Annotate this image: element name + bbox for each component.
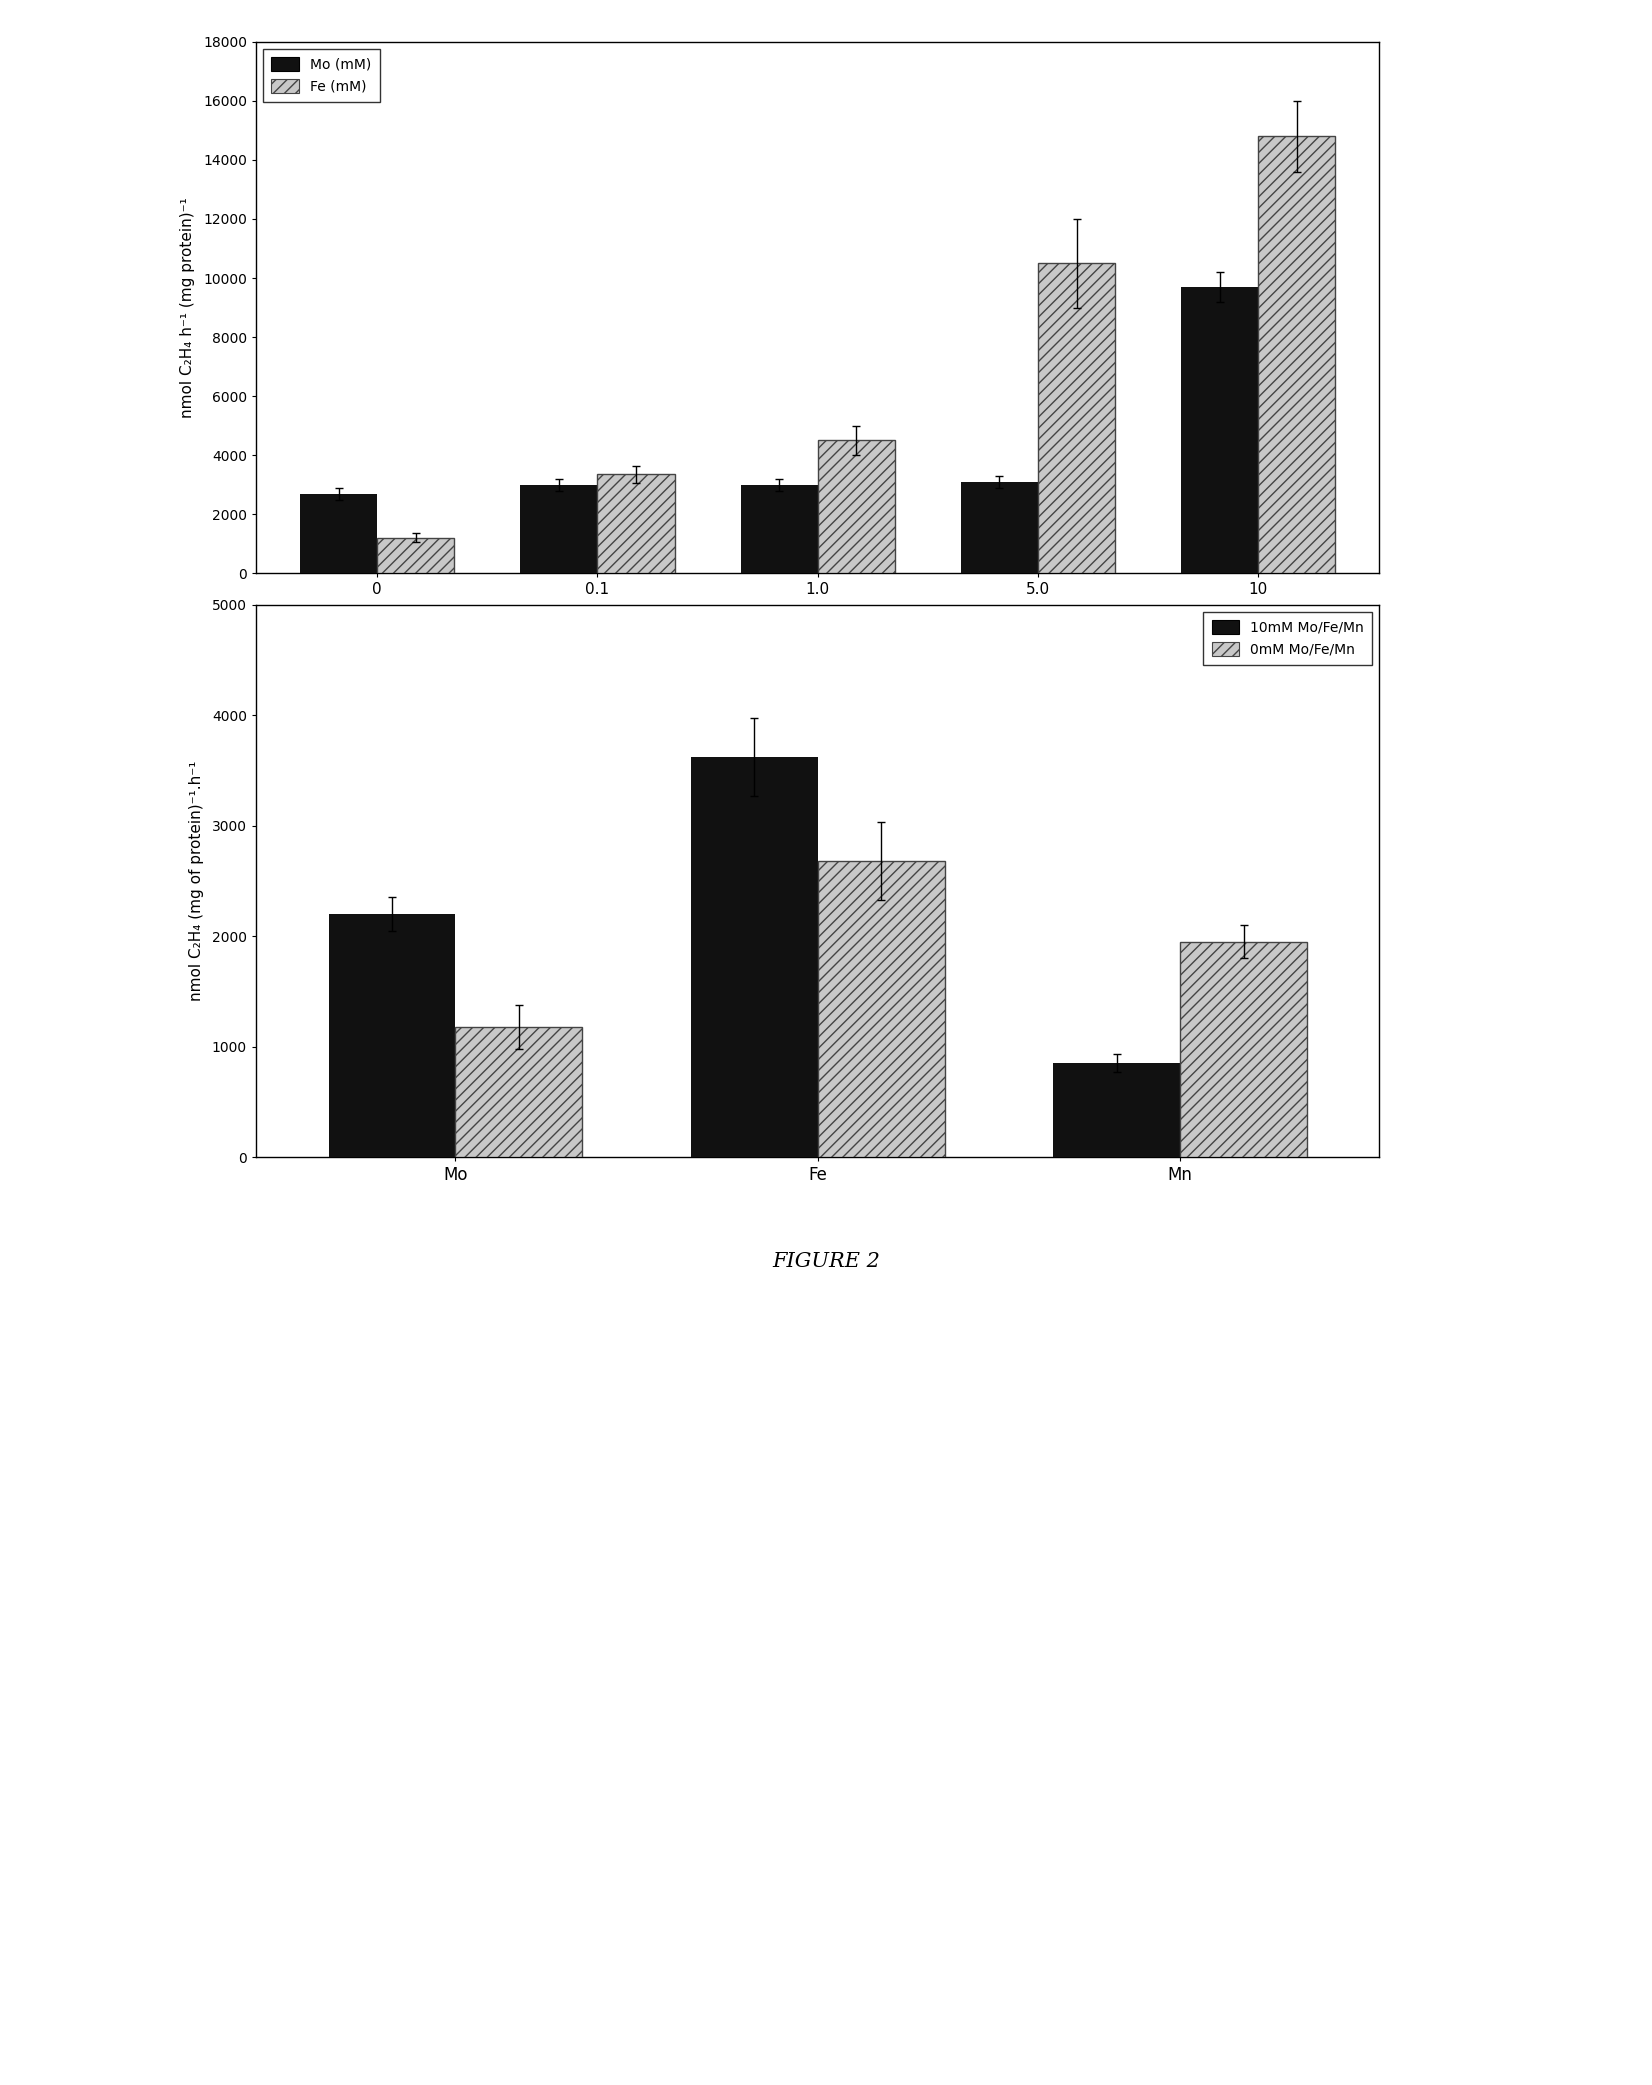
Bar <box>1054 1063 1180 1157</box>
Y-axis label: nmol C₂H₄ h⁻¹ (mg protein)⁻¹: nmol C₂H₄ h⁻¹ (mg protein)⁻¹ <box>180 198 195 417</box>
Bar <box>301 494 377 573</box>
Bar <box>377 538 454 573</box>
Bar <box>1180 942 1307 1157</box>
Bar <box>818 440 895 573</box>
Bar <box>456 1026 582 1157</box>
Bar <box>1037 263 1115 573</box>
Bar <box>1181 288 1259 573</box>
Bar <box>740 486 818 573</box>
Bar <box>818 861 945 1157</box>
Bar <box>598 475 674 573</box>
Bar <box>691 757 818 1157</box>
Bar <box>1259 136 1335 573</box>
Y-axis label: nmol C₂H₄ (mg of protein)⁻¹.h⁻¹: nmol C₂H₄ (mg of protein)⁻¹.h⁻¹ <box>188 761 203 1001</box>
Text: FIGURE 2: FIGURE 2 <box>771 1251 881 1272</box>
Bar <box>329 913 456 1157</box>
Bar <box>961 482 1037 573</box>
Legend: Mo (mM), Fe (mM): Mo (mM), Fe (mM) <box>263 48 380 102</box>
Legend: 10mM Mo/Fe/Mn, 0mM Mo/Fe/Mn: 10mM Mo/Fe/Mn, 0mM Mo/Fe/Mn <box>1203 611 1373 665</box>
Bar <box>520 486 598 573</box>
